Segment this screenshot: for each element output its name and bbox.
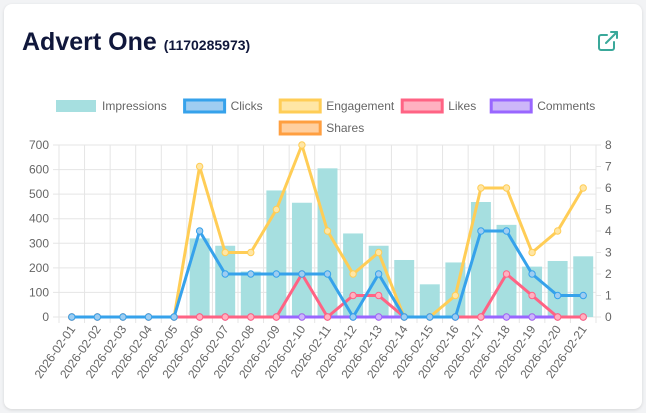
point-clicks xyxy=(553,291,562,300)
right-axis-tick: 5 xyxy=(605,203,612,217)
right-axis-tick: 0 xyxy=(605,310,612,324)
point-clicks xyxy=(93,313,102,321)
point-engagement xyxy=(528,248,536,257)
point-clicks xyxy=(323,270,332,278)
point-engagement xyxy=(374,248,383,257)
bar-impressions xyxy=(419,284,440,317)
point-engagement xyxy=(477,184,485,192)
point-clicks xyxy=(170,313,178,321)
point-clicks xyxy=(374,270,383,278)
legend-swatch-likes xyxy=(400,98,444,114)
legend-label-shares: Shares xyxy=(326,121,364,135)
point-likes xyxy=(272,313,281,321)
bar-impressions xyxy=(240,271,261,317)
left-axis-tick: 700 xyxy=(29,138,49,152)
point-clicks xyxy=(195,227,204,235)
right-axis-tick: 7 xyxy=(605,160,612,174)
point-engagement xyxy=(553,227,562,235)
point-clicks xyxy=(579,291,587,300)
left-axis-tick: 500 xyxy=(29,187,49,201)
point-likes xyxy=(374,291,383,300)
card-header: Advert One (1170285973) xyxy=(22,28,250,57)
point-likes xyxy=(221,313,229,321)
point-clicks xyxy=(502,227,511,235)
point-likes xyxy=(477,313,485,321)
point-clicks xyxy=(528,270,536,278)
point-clicks xyxy=(144,313,153,321)
point-clicks xyxy=(426,313,434,321)
point-engagement xyxy=(247,248,255,257)
right-axis-tick: 8 xyxy=(605,138,612,152)
point-engagement xyxy=(221,248,229,257)
point-likes xyxy=(195,313,204,321)
right-axis-tick: 2 xyxy=(605,267,612,281)
point-engagement xyxy=(298,141,306,149)
bar-impressions xyxy=(394,259,415,317)
point-comments xyxy=(528,313,536,321)
point-clicks xyxy=(119,313,127,321)
bar-impressions xyxy=(291,202,312,317)
legend-label-likes: Likes xyxy=(448,99,476,113)
point-clicks xyxy=(477,227,485,235)
legend-swatch-engagement xyxy=(278,98,322,114)
right-axis-tick: 6 xyxy=(605,181,612,195)
point-likes xyxy=(528,291,536,300)
point-engagement xyxy=(323,227,332,235)
right-axis-tick: 4 xyxy=(605,224,612,238)
legend-swatch-impressions xyxy=(56,100,96,112)
point-likes xyxy=(553,313,562,321)
bar-impressions xyxy=(215,245,236,317)
legend-label-clicks: Clicks xyxy=(231,99,263,113)
point-clicks xyxy=(400,313,408,321)
legend-swatch-clicks xyxy=(183,98,227,114)
legend-label-comments: Comments xyxy=(537,99,595,113)
left-axis-tick: 0 xyxy=(42,310,49,324)
point-engagement xyxy=(451,291,460,300)
point-comments xyxy=(502,313,511,321)
left-axis-tick: 600 xyxy=(29,163,49,177)
point-engagement xyxy=(272,205,281,214)
point-comments xyxy=(374,313,383,321)
point-comments xyxy=(298,313,306,321)
point-engagement xyxy=(579,184,587,192)
bar-impressions xyxy=(266,190,287,317)
right-axis-tick: 3 xyxy=(605,246,612,260)
left-axis-tick: 200 xyxy=(29,261,49,275)
point-clicks xyxy=(247,270,255,278)
point-clicks xyxy=(68,313,76,321)
bar-impressions xyxy=(573,256,594,317)
advert-title: Advert One xyxy=(22,28,157,56)
bar-impressions xyxy=(547,260,568,317)
point-engagement xyxy=(195,162,204,171)
left-axis-tick: 400 xyxy=(29,212,49,226)
point-engagement xyxy=(349,270,357,278)
left-axis-tick: 100 xyxy=(29,285,49,299)
left-axis-tick: 300 xyxy=(29,236,49,250)
right-axis-tick: 1 xyxy=(605,289,612,303)
point-likes xyxy=(502,270,511,278)
point-engagement xyxy=(502,184,511,192)
point-clicks xyxy=(221,270,229,278)
point-likes xyxy=(579,313,587,321)
point-clicks xyxy=(349,313,357,321)
point-clicks xyxy=(272,270,281,278)
legend-label-impressions: Impressions xyxy=(102,99,167,113)
point-clicks xyxy=(451,313,460,321)
bar-impressions xyxy=(189,238,210,317)
legend-label-engagement: Engagement xyxy=(326,99,395,113)
point-clicks xyxy=(298,270,306,278)
point-likes xyxy=(247,313,255,321)
point-likes xyxy=(323,313,332,321)
legend-swatch-comments xyxy=(489,98,533,114)
advert-id: (1170285973) xyxy=(163,37,251,53)
legend-swatch-shares xyxy=(278,120,322,136)
external-link-icon[interactable] xyxy=(596,29,620,53)
point-likes xyxy=(349,291,357,300)
